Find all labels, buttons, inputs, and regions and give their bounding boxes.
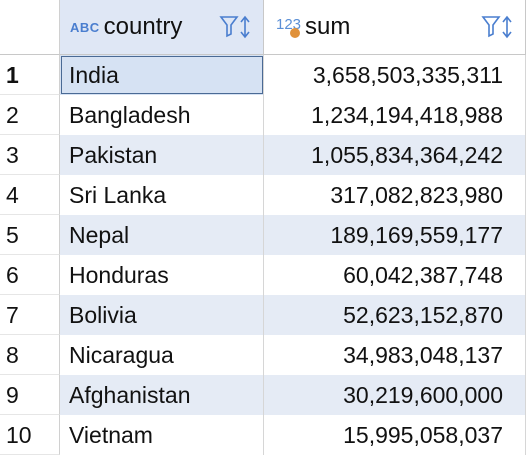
grid-body: 1 India 3,658,503,335,311 2 Bangladesh 1… — [0, 55, 526, 455]
cell-country[interactable]: Vietnam — [60, 415, 264, 455]
grid-corner[interactable] — [0, 0, 60, 55]
sort-icon[interactable] — [502, 15, 512, 39]
cell-country[interactable]: Bangladesh — [60, 95, 264, 135]
filter-icon[interactable] — [219, 16, 239, 38]
column-header-sum[interactable]: 123 sum — [264, 0, 526, 55]
cell-sum[interactable]: 317,082,823,980 — [264, 175, 526, 215]
row-number[interactable]: 9 — [0, 375, 60, 415]
number-type-dot — [290, 27, 300, 38]
table-row[interactable]: 5 Nepal 189,169,559,177 — [0, 215, 526, 255]
string-type-icon: ABC — [70, 19, 100, 35]
cell-country[interactable]: Afghanistan — [60, 375, 264, 415]
cell-sum[interactable]: 1,055,834,364,242 — [264, 135, 526, 175]
cell-country[interactable]: Pakistan — [60, 135, 264, 175]
cell-sum[interactable]: 34,983,048,137 — [264, 335, 526, 375]
cell-country[interactable]: Sri Lanka — [60, 175, 264, 215]
table-row[interactable]: 4 Sri Lanka 317,082,823,980 — [0, 175, 526, 215]
row-number[interactable]: 4 — [0, 175, 60, 215]
column-tools-sum — [481, 14, 515, 40]
column-label-sum: sum — [305, 13, 351, 40]
table-row[interactable]: 9 Afghanistan 30,219,600,000 — [0, 375, 526, 415]
table-row[interactable]: 8 Nicaragua 34,983,048,137 — [0, 335, 526, 375]
table-row[interactable]: 1 India 3,658,503,335,311 — [0, 55, 526, 95]
row-number[interactable]: 2 — [0, 95, 60, 135]
cell-country[interactable]: Honduras — [60, 255, 264, 295]
cell-sum[interactable]: 15,995,058,037 — [264, 415, 526, 455]
cell-country[interactable]: Nicaragua — [60, 335, 264, 375]
cell-sum[interactable]: 52,623,152,870 — [264, 295, 526, 335]
cell-sum[interactable]: 3,658,503,335,311 — [264, 55, 526, 95]
cell-country[interactable]: India — [60, 55, 264, 95]
table-row[interactable]: 10 Vietnam 15,995,058,037 — [0, 415, 526, 455]
column-tools-country — [219, 14, 253, 40]
cell-sum[interactable]: 60,042,387,748 — [264, 255, 526, 295]
table-row[interactable]: 3 Pakistan 1,055,834,364,242 — [0, 135, 526, 175]
cell-sum[interactable]: 189,169,559,177 — [264, 215, 526, 255]
row-number[interactable]: 1 — [0, 55, 60, 95]
cell-sum[interactable]: 30,219,600,000 — [264, 375, 526, 415]
cell-sum[interactable]: 1,234,194,418,988 — [264, 95, 526, 135]
number-type-icon: 123 — [276, 16, 301, 38]
row-number[interactable]: 7 — [0, 295, 60, 335]
cell-country[interactable]: Nepal — [60, 215, 264, 255]
table-row[interactable]: 2 Bangladesh 1,234,194,418,988 — [0, 95, 526, 135]
row-number[interactable]: 8 — [0, 335, 60, 375]
row-number[interactable]: 5 — [0, 215, 60, 255]
row-number[interactable]: 3 — [0, 135, 60, 175]
row-number[interactable]: 6 — [0, 255, 60, 295]
column-label-country: country — [103, 13, 183, 40]
sort-icon[interactable] — [240, 15, 250, 39]
filter-icon[interactable] — [481, 16, 501, 38]
column-header-country[interactable]: ABC country — [60, 0, 264, 55]
grid-header: ABC country 123 sum — [0, 0, 526, 55]
row-number[interactable]: 10 — [0, 415, 60, 455]
table-row[interactable]: 7 Bolivia 52,623,152,870 — [0, 295, 526, 335]
cell-country[interactable]: Bolivia — [60, 295, 264, 335]
table-row[interactable]: 6 Honduras 60,042,387,748 — [0, 255, 526, 295]
